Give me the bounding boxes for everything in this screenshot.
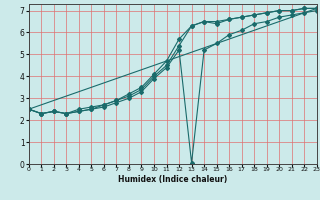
X-axis label: Humidex (Indice chaleur): Humidex (Indice chaleur) bbox=[118, 175, 228, 184]
